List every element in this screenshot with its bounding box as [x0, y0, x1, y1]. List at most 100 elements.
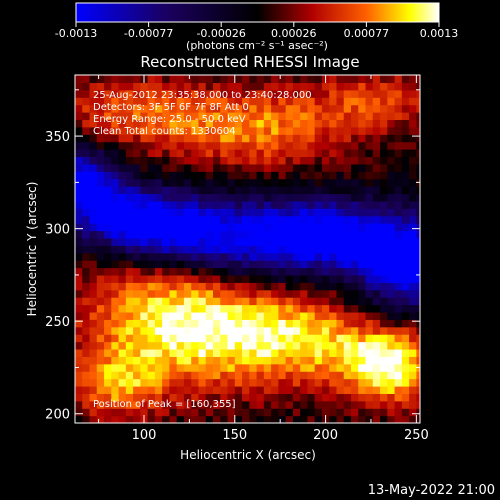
heatmap-cell — [227, 97, 236, 106]
heatmap-cell — [205, 141, 214, 150]
heatmap-cell — [365, 200, 374, 209]
heatmap-cell — [125, 75, 134, 84]
heatmap-cell — [147, 149, 156, 158]
heatmap-cell — [234, 156, 243, 165]
heatmap-cell — [365, 252, 374, 261]
heatmap-cell — [133, 119, 141, 128]
heatmap-cell — [133, 267, 141, 276]
heatmap-cell — [336, 230, 345, 239]
heatmap-cell — [321, 163, 330, 172]
heatmap-cell — [351, 193, 359, 202]
heatmap-cell — [394, 178, 403, 187]
heatmap-cell — [118, 112, 127, 121]
y-axis-label: Heliocentric Y (arcsec) — [25, 182, 39, 317]
heatmap-cell — [416, 200, 420, 209]
heatmap-cell — [205, 186, 214, 195]
heatmap-cell — [307, 385, 316, 394]
heatmap-cell — [147, 260, 156, 269]
heatmap-cell — [82, 311, 91, 320]
heatmap-cell — [249, 356, 258, 365]
heatmap-cell — [169, 297, 178, 306]
heatmap-cell — [358, 260, 367, 269]
heatmap-cell — [118, 97, 127, 106]
heatmap-cell — [380, 200, 388, 209]
heatmap-cell — [401, 223, 410, 232]
heatmap-cell — [256, 400, 265, 409]
heatmap-cell — [183, 408, 192, 417]
heatmap-cell — [133, 104, 141, 113]
heatmap-cell — [154, 193, 163, 202]
heatmap-cell — [401, 186, 410, 195]
heatmap-cell — [118, 393, 127, 402]
heatmap-cell — [249, 245, 258, 254]
heatmap-cell — [351, 297, 359, 306]
heatmap-cell — [183, 356, 192, 365]
heatmap-cell — [89, 282, 98, 291]
heatmap-cell — [82, 75, 91, 84]
heatmap-cell — [285, 311, 294, 320]
heatmap-cell — [365, 82, 374, 91]
heatmap-cell — [300, 97, 309, 106]
heatmap-cell — [89, 356, 98, 365]
heatmap-cell — [394, 363, 403, 372]
heatmap-cell — [358, 297, 367, 306]
heatmap-cell — [242, 348, 250, 357]
heatmap-cell — [140, 260, 149, 269]
heatmap-cell — [140, 326, 149, 335]
heatmap-cell — [314, 282, 323, 291]
heatmap-cell — [409, 356, 417, 365]
heatmap-cell — [358, 200, 367, 209]
heatmap-cell — [133, 75, 141, 84]
heatmap-cell — [125, 82, 134, 91]
heatmap-cell — [401, 208, 410, 217]
heatmap-cell — [227, 186, 236, 195]
heatmap-cell — [380, 230, 388, 239]
heatmap-cell — [104, 230, 112, 239]
heatmap-cell — [321, 200, 330, 209]
heatmap-cell — [285, 141, 294, 150]
heatmap-cell — [205, 304, 214, 313]
heatmap-cell — [300, 215, 309, 224]
heatmap-cell — [387, 348, 396, 357]
heatmap-cell — [343, 134, 352, 143]
heatmap-cell — [133, 237, 141, 246]
heatmap-cell — [154, 237, 163, 246]
heatmap-cell — [271, 282, 279, 291]
heatmap-cell — [176, 260, 185, 269]
heatmap-cell — [162, 126, 171, 135]
heatmap-cell — [118, 400, 127, 409]
heatmap-cell — [394, 304, 403, 313]
heatmap-cell — [372, 304, 381, 313]
heatmap-cell — [416, 104, 420, 113]
heatmap-cell — [416, 378, 420, 387]
colorbar — [75, 2, 440, 23]
heatmap-cell — [154, 82, 163, 91]
heatmap-cell — [183, 134, 192, 143]
heatmap-cell — [205, 297, 214, 306]
heatmap-cell — [329, 171, 338, 180]
heatmap-cell — [133, 193, 141, 202]
heatmap-cell — [380, 252, 388, 261]
heatmap-cell — [154, 356, 163, 365]
heatmap-cell — [314, 348, 323, 357]
heatmap-cell — [125, 319, 134, 328]
heatmap-cell — [336, 252, 345, 261]
heatmap-cell — [401, 311, 410, 320]
annotation-block: 25-Aug-2012 23:35:38.000 to 23:40:28.000… — [93, 90, 312, 137]
heatmap-cell — [169, 104, 178, 113]
heatmap-cell — [263, 134, 272, 143]
heatmap-cell — [278, 149, 287, 158]
heatmap-cell — [336, 282, 345, 291]
heatmap-cell — [307, 334, 316, 343]
heatmap-cell — [125, 97, 134, 106]
heatmap-cell — [263, 89, 272, 98]
heatmap-cell — [292, 215, 301, 224]
heatmap-cell — [358, 126, 367, 135]
heatmap-cell — [416, 186, 420, 195]
heatmap-cell — [75, 223, 83, 232]
heatmap-cell — [343, 230, 352, 239]
heatmap-cell — [89, 326, 98, 335]
heatmap-cell — [263, 297, 272, 306]
heatmap-cell — [205, 334, 214, 343]
heatmap-cell — [234, 356, 243, 365]
